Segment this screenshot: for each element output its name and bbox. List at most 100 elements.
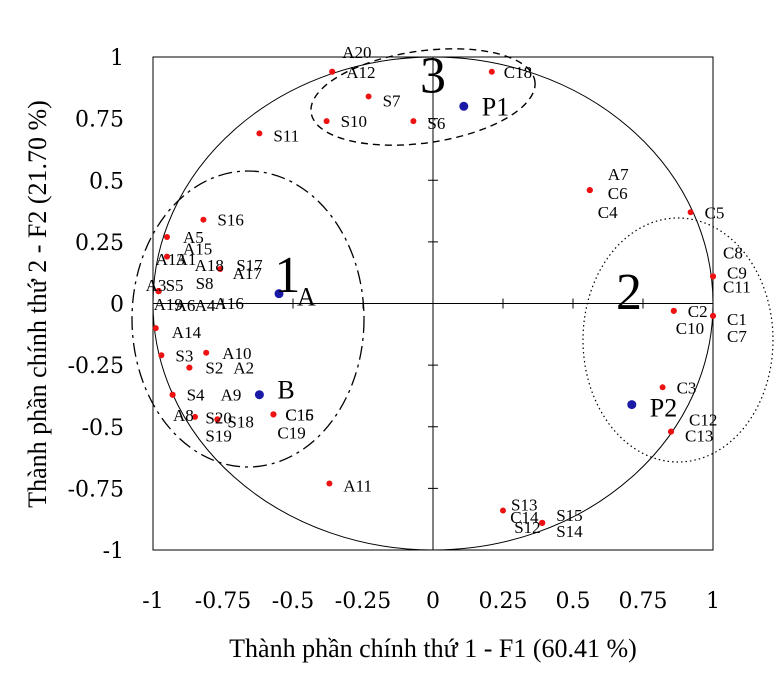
x-tick-label: 0.5	[556, 589, 591, 614]
point-s7	[365, 93, 372, 100]
point-s11	[256, 130, 263, 137]
label-a19: A19	[154, 295, 183, 314]
label-s10: S10	[341, 112, 367, 131]
label-a20: A20	[342, 43, 371, 62]
label-s7: S7	[383, 91, 401, 110]
label-c12: C12	[689, 411, 717, 430]
label-c6: C6	[608, 184, 628, 203]
label-a13: A13	[156, 250, 185, 269]
group-label-2: 2	[616, 264, 642, 321]
label-s20: S20	[205, 408, 231, 427]
y-tick-label: -1	[103, 539, 124, 564]
special-label-b: B	[277, 376, 294, 405]
label-c15: C15	[285, 405, 313, 424]
label-a18: A18	[195, 256, 224, 275]
point-c10	[670, 307, 677, 314]
label-s16: S16	[217, 211, 243, 230]
group-1-ellipse	[131, 170, 365, 468]
x-tick-label: -0.5	[272, 589, 314, 614]
label-c4: C4	[598, 203, 618, 222]
y-tick-label: 0.25	[75, 231, 124, 256]
label-a16: A16	[215, 294, 244, 313]
label-s4: S4	[187, 386, 205, 405]
label-s19: S19	[205, 426, 231, 445]
axes	[153, 57, 713, 550]
point-a16	[155, 288, 162, 295]
group-labels: 1 2 3	[274, 47, 642, 321]
label-c19: C19	[277, 423, 305, 442]
point-s6	[410, 118, 417, 125]
label-c2: C2	[688, 302, 708, 321]
label-a10: A10	[222, 344, 251, 363]
label-s11: S11	[273, 126, 299, 145]
label-a8: A8	[173, 406, 194, 425]
label-a2: A2	[233, 359, 254, 378]
point-s13	[500, 507, 506, 514]
x-tick-label: 0	[426, 589, 440, 614]
y-tick-label: -0.25	[68, 354, 124, 379]
group-3-ellipse	[310, 48, 536, 146]
label-a3: A3	[146, 276, 167, 295]
group-label-1: 1	[274, 247, 300, 304]
label-a15: A15	[183, 240, 212, 259]
label-c8: C8	[723, 243, 743, 262]
unit-circle	[152, 56, 714, 551]
point-a11	[326, 480, 333, 487]
x-tick-label: -0.25	[335, 589, 391, 614]
y-tick-label: -0.5	[82, 416, 124, 441]
label-a4: A4	[195, 296, 216, 315]
point-a5	[164, 233, 170, 240]
label-c7: C7	[727, 327, 747, 346]
point-c5	[687, 209, 694, 216]
label-c10: C10	[676, 319, 704, 338]
label-s17: S17	[236, 256, 263, 275]
point-a10	[203, 349, 210, 356]
label-a1: A1	[176, 250, 197, 269]
point-a2	[186, 364, 193, 371]
point-a8	[192, 413, 198, 420]
label-c18: C18	[504, 63, 532, 82]
point-s10	[323, 118, 330, 125]
point-s17	[217, 265, 224, 272]
tick-labels: -1 -0.75 -0.5 -0.25 0 0.25 0.5 0.75 1 1 0.75 0.5 0.2…	[68, 46, 720, 614]
point-c18	[488, 68, 495, 75]
label-c16: C16	[285, 405, 313, 424]
special-label-a: A	[297, 283, 316, 312]
label-c3: C3	[677, 378, 697, 397]
special-point-p2	[627, 400, 637, 410]
point-c4	[586, 187, 593, 194]
special-point-b	[254, 390, 264, 400]
label-a5: A5	[183, 228, 204, 247]
label-a11: A11	[343, 476, 372, 495]
label-a14: A14	[172, 323, 202, 342]
label-s6: S6	[427, 114, 445, 133]
label-s15: S15	[556, 506, 582, 525]
label-a17: A17	[233, 264, 263, 283]
point-a14	[152, 325, 159, 332]
x-tick-label: -1	[142, 589, 163, 614]
label-s18: S18	[227, 412, 253, 431]
label-c5: C5	[705, 203, 725, 222]
point-a15	[164, 253, 170, 260]
y-tick-label: -0.75	[68, 477, 124, 502]
special-label-p1: P1	[482, 92, 509, 121]
point-a9	[169, 391, 176, 398]
label-a7: A7	[608, 165, 629, 184]
label-c13: C13	[685, 427, 713, 446]
label-s12: S12	[514, 518, 540, 537]
point-a12	[329, 68, 336, 75]
label-a12: A12	[346, 63, 375, 82]
label-a6: A6	[175, 296, 196, 315]
y-axis-title: Thành phần chính thứ 2 - F2 (21.70 %)	[23, 100, 52, 508]
label-s13: S13	[511, 496, 537, 515]
label-s3: S3	[175, 346, 193, 365]
x-tick-label: 1	[706, 589, 720, 614]
point-c3	[659, 384, 666, 391]
special-label-p2: P2	[650, 394, 677, 423]
label-c11: C11	[723, 277, 751, 296]
x-tick-label: 0.75	[619, 589, 668, 614]
special-point-a	[274, 289, 284, 299]
x-axis-title: Thành phần chính thứ 1 - F1 (60.41 %)	[229, 634, 637, 663]
y-tick-label: 1	[110, 46, 124, 71]
point-c19	[270, 411, 277, 418]
